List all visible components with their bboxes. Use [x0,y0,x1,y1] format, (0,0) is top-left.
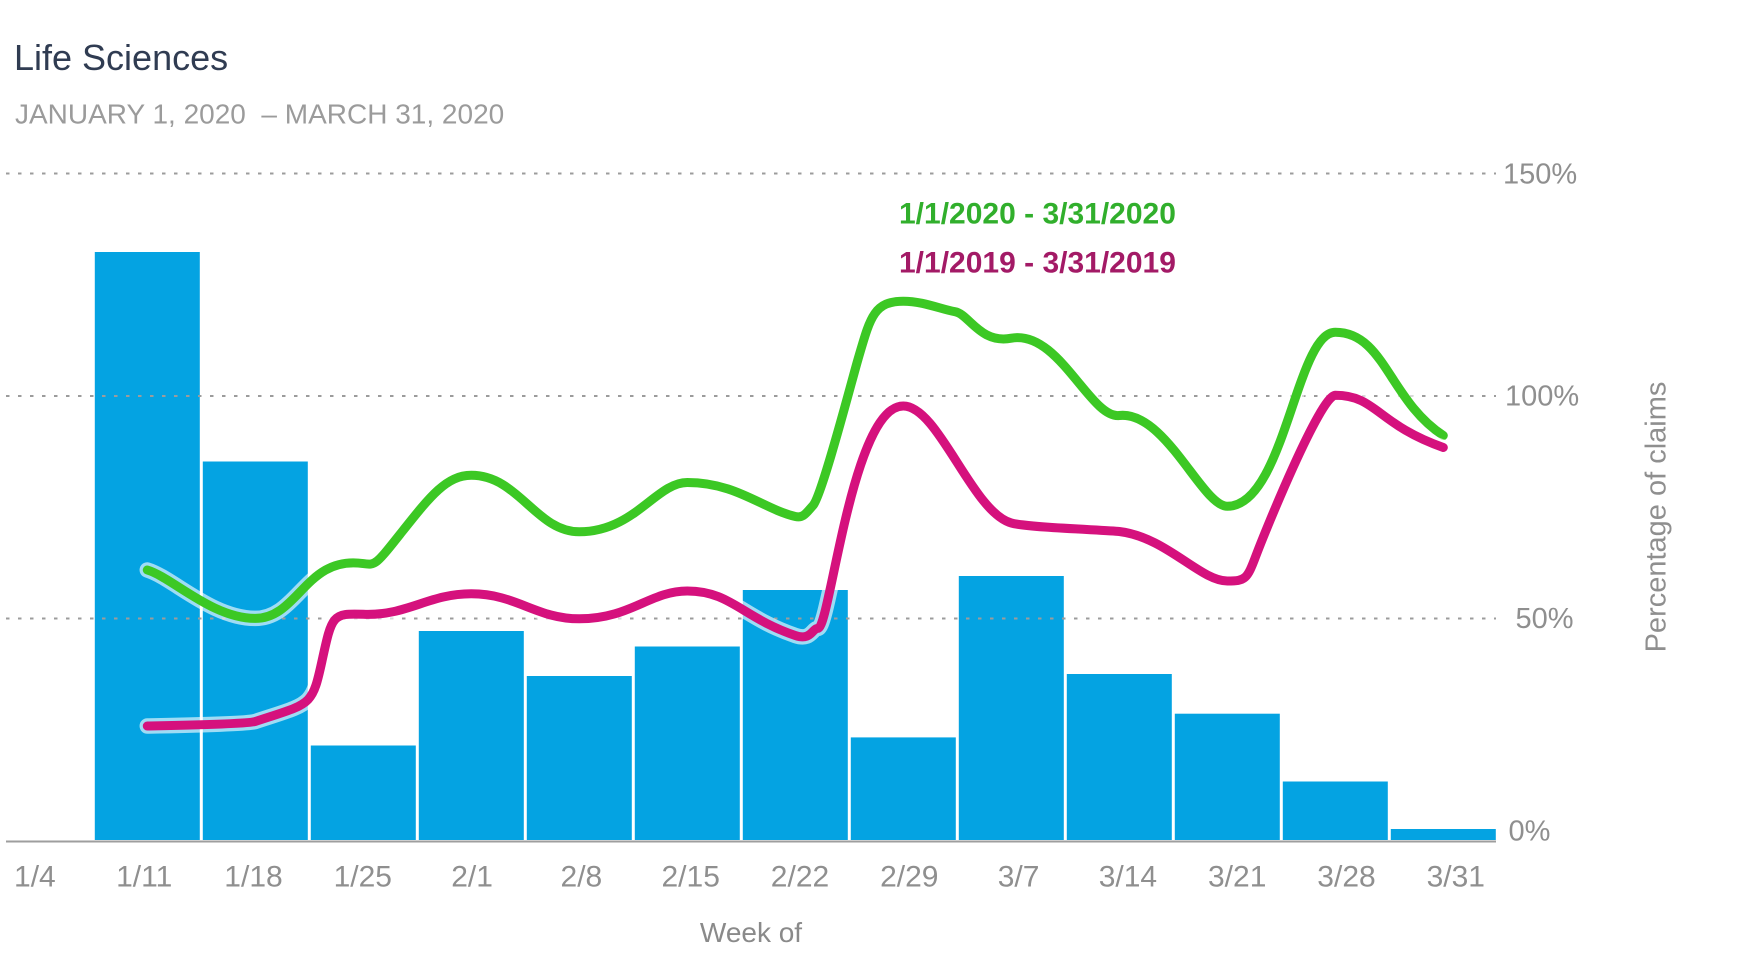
svg-text:Percentage of claims: Percentage of claims [1641,382,1673,653]
svg-text:1/11: 1/11 [116,861,172,894]
svg-text:2/29: 2/29 [880,861,938,894]
svg-text:Life Sciences: Life Sciences [14,37,228,78]
svg-text:2/8: 2/8 [561,861,603,894]
svg-text:1/4: 1/4 [14,861,56,894]
svg-text:150%: 150% [1503,159,1577,191]
svg-text:100%: 100% [1505,381,1579,413]
svg-text:2/15: 2/15 [662,861,720,894]
svg-text:2/1: 2/1 [451,861,493,894]
svg-text:1/18: 1/18 [224,861,282,894]
svg-text:2/22: 2/22 [771,861,829,894]
svg-text:JANUARY 1, 2020 – MARCH 31, 2: JANUARY 1, 2020 – MARCH 31, 2020 [15,99,504,130]
svg-text:0%: 0% [1509,816,1551,848]
svg-text:1/1/2019 - 3/31/2019: 1/1/2019 - 3/31/2019 [899,247,1176,280]
svg-text:50%: 50% [1516,603,1574,635]
svg-text:3/31: 3/31 [1427,861,1485,894]
svg-text:Week of: Week of [700,917,802,948]
svg-text:1/25: 1/25 [334,861,392,894]
svg-text:1/1/2020 - 3/31/2020: 1/1/2020 - 3/31/2020 [899,198,1176,231]
svg-text:3/28: 3/28 [1317,861,1375,894]
svg-text:3/21: 3/21 [1208,861,1266,894]
svg-text:3/14: 3/14 [1099,861,1157,894]
svg-text:3/7: 3/7 [998,861,1040,894]
